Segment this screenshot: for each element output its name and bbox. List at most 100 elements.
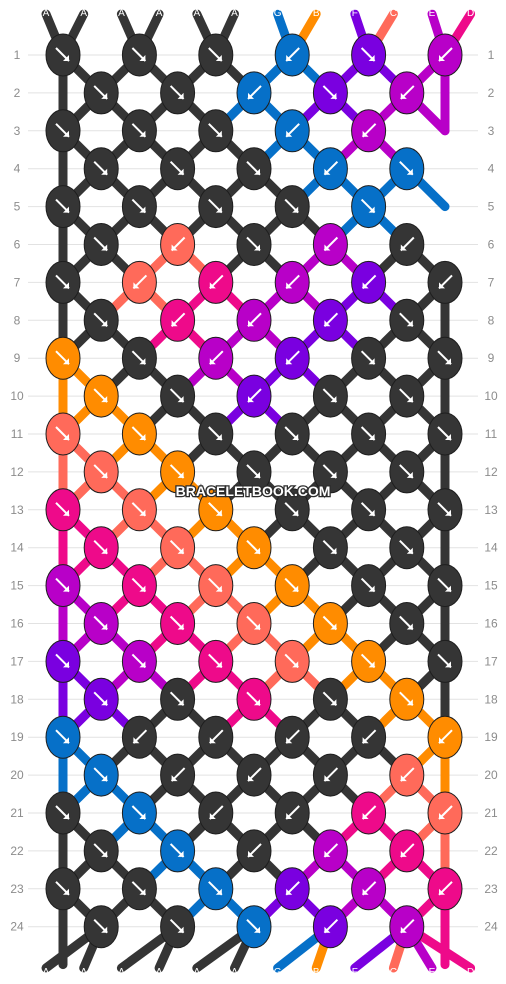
knot-arrowhead-icon — [63, 434, 69, 440]
row-number-right: 5 — [488, 200, 495, 214]
strand-letter-bottom: B — [313, 967, 320, 978]
strand-letter-top: A — [231, 8, 238, 19]
knot-arrowhead-icon — [324, 850, 331, 857]
strand-letter-bottom: A — [193, 967, 200, 978]
strand-letter-top: D — [467, 8, 474, 19]
row-number-left: 15 — [10, 579, 24, 593]
row-number-left: 9 — [14, 351, 21, 365]
row-number-left: 10 — [10, 389, 24, 403]
knot-arrowhead-icon — [139, 206, 146, 213]
strand-letter-bottom: F — [352, 967, 358, 978]
strand-letter-bottom: D — [467, 967, 474, 978]
knot-arrowhead-icon — [324, 926, 331, 933]
knot-arrowhead-icon — [445, 434, 451, 440]
knot-arrowhead-icon — [406, 396, 413, 403]
knot-arrowhead-icon — [171, 775, 178, 782]
knot-arrowhead-icon — [406, 168, 413, 175]
knot-arrowhead-icon — [248, 850, 254, 857]
knot-arrowhead-icon — [400, 92, 407, 99]
knot-arrowhead-icon — [171, 320, 178, 327]
knot-arrowhead-icon — [139, 661, 146, 668]
row-number-right: 13 — [484, 503, 498, 517]
knot-arrowhead-icon — [177, 396, 184, 403]
knot-arrowhead-icon — [139, 888, 146, 895]
row-number-left: 17 — [10, 654, 24, 668]
strand-letter-bottom: C — [390, 967, 397, 978]
knot-arrowhead-icon — [177, 623, 184, 630]
knot-arrowhead-icon — [286, 358, 293, 365]
knot-arrowhead-icon — [139, 585, 146, 592]
knot-arrowhead-icon — [368, 509, 375, 516]
knot-arrowhead-icon — [248, 320, 254, 327]
row-number-right: 15 — [484, 579, 498, 593]
knot-arrowhead-icon — [368, 434, 375, 440]
knot-arrowhead-icon — [400, 775, 407, 782]
knot-arrowhead-icon — [362, 813, 369, 819]
knot-arrowhead-icon — [254, 699, 260, 706]
knot-arrowhead-icon — [101, 699, 108, 706]
row-number-right: 21 — [484, 806, 498, 820]
knot-arrowhead-icon — [177, 168, 184, 175]
knot-arrowhead-icon — [215, 661, 222, 668]
knot-arrowhead-icon — [406, 547, 413, 554]
row-number-right: 8 — [488, 313, 495, 327]
knot-arrowhead-icon — [439, 55, 445, 61]
row-number-right: 19 — [484, 730, 498, 744]
knot-arrowhead-icon — [63, 130, 69, 137]
row-number-left: 21 — [10, 806, 24, 820]
knot-arrowhead-icon — [445, 585, 451, 592]
knot-arrowhead-icon — [368, 206, 375, 213]
knot-arrowhead-icon — [254, 623, 260, 630]
knot-arrowhead-icon — [63, 888, 69, 895]
knot-arrowhead-icon — [445, 509, 451, 516]
knot-arrowhead-icon — [362, 737, 369, 744]
row-number-right: 9 — [488, 351, 495, 365]
row-number-right: 6 — [488, 238, 495, 252]
strand-letter-top: A — [43, 8, 50, 19]
knot-arrowhead-icon — [63, 737, 69, 744]
knot-arrowhead-icon — [254, 471, 260, 478]
knot-arrowhead-icon — [139, 509, 146, 516]
knot-arrowhead-icon — [406, 699, 413, 706]
knot-arrowhead-icon — [368, 585, 375, 592]
knot-arrowhead-icon — [292, 661, 299, 668]
knot-arrowhead-icon — [139, 813, 146, 819]
strand-letter-top: E — [429, 8, 436, 19]
knot-arrowhead-icon — [439, 813, 445, 819]
knot-arrowhead-icon — [292, 206, 299, 213]
knot-arrowhead-icon — [330, 471, 337, 478]
knot-arrowhead-icon — [215, 206, 222, 213]
strand-letter-top: F — [352, 8, 358, 19]
row-number-left: 20 — [10, 768, 24, 782]
strand-letter-bottom: A — [156, 967, 163, 978]
knot-arrowhead-icon — [292, 585, 299, 592]
knot-arrowhead-icon — [63, 661, 69, 668]
knot-arrowhead-icon — [101, 396, 108, 403]
knot-arrowhead-icon — [330, 547, 337, 554]
knot-arrowhead-icon — [215, 585, 222, 592]
knot-arrowhead-icon — [215, 888, 222, 895]
row-number-left: 6 — [14, 238, 21, 252]
knot-arrowhead-icon — [324, 775, 331, 782]
knot-arrowhead-icon — [177, 699, 184, 706]
knot-arrowhead-icon — [254, 926, 260, 933]
row-number-left: 2 — [14, 86, 21, 100]
knot-arrowhead-icon — [324, 168, 331, 175]
knot-arrowhead-icon — [324, 244, 331, 251]
row-number-left: 11 — [11, 427, 24, 441]
row-number-left: 16 — [10, 617, 24, 631]
knot-arrowhead-icon — [139, 434, 146, 440]
knot-arrowhead-icon — [209, 737, 216, 744]
knot-arrowhead-icon — [215, 130, 222, 137]
knot-arrowhead-icon — [286, 737, 293, 744]
row-number-left: 14 — [10, 541, 24, 555]
knot-arrowhead-icon — [439, 282, 445, 289]
knot-arrowhead-icon — [292, 434, 299, 440]
row-number-right: 14 — [484, 541, 498, 555]
knot-arrowhead-icon — [215, 509, 222, 516]
row-number-right: 20 — [484, 768, 498, 782]
